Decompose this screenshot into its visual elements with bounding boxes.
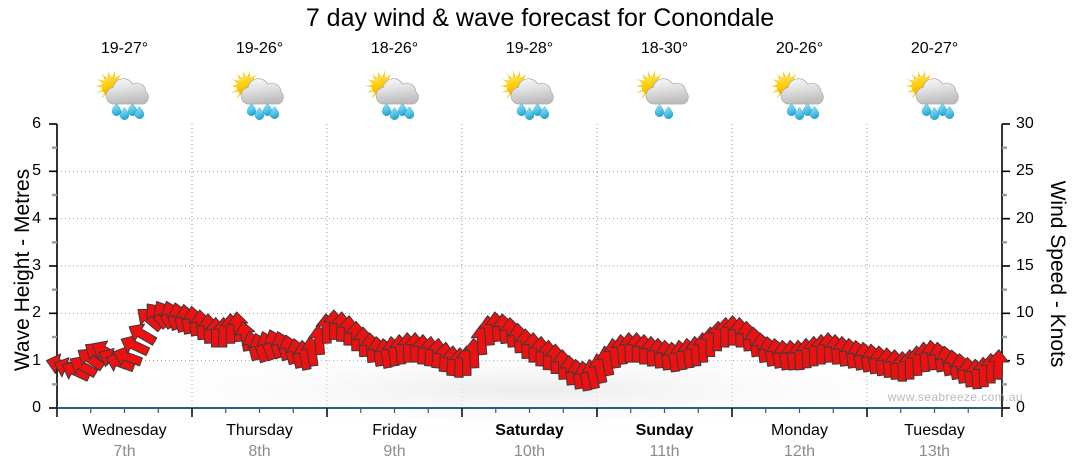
sun-cloud-rain-icon: [905, 69, 959, 121]
page-title: 7 day wind & wave forecast for Conondale: [305, 4, 775, 32]
temperature-range-label: 19-28°: [505, 40, 554, 57]
raindrop-icon: [127, 103, 138, 117]
left-axis-tick-label: 5: [32, 162, 41, 180]
raindrop-icon: [937, 103, 948, 117]
raindrop-icon: [381, 103, 392, 117]
sun-cloud-rain-icon: [770, 69, 824, 121]
day-name-label: Thursday: [226, 422, 293, 439]
sun-cloud-rain-icon: [230, 69, 284, 121]
day-footer-friday: Friday 9th: [305, 420, 485, 463]
wind-arrow: [128, 323, 158, 346]
left-axis-tick-label: 3: [32, 257, 41, 274]
raindrop-icon: [802, 103, 813, 117]
temperature-range-label: 20-26°: [775, 40, 824, 57]
day-name-label: Monday: [771, 422, 828, 439]
day-header-thursday: 19-26°: [170, 40, 350, 58]
sun-cloud-rain-icon: [635, 69, 689, 120]
left-axis-tick-label: 6: [32, 115, 41, 132]
day-date-label: 9th: [383, 443, 406, 460]
wind-arrow: [987, 349, 1010, 380]
day-date-label: 12th: [783, 443, 816, 460]
raindrop-icon: [262, 103, 273, 117]
day-date-label: 13th: [918, 443, 951, 460]
sun-cloud-rain-icon: [365, 69, 419, 121]
day-name-label: Tuesday: [904, 422, 965, 439]
right-axis-tick-label: 25: [1016, 162, 1034, 180]
day-name-label: Friday: [372, 422, 417, 439]
raindrop-icon: [389, 107, 400, 121]
temperature-range-label: 18-26°: [370, 40, 419, 57]
day-footer-saturday: Saturday 10th: [440, 420, 620, 463]
day-name-label: Saturday: [495, 422, 564, 439]
raindrop-icon: [786, 103, 797, 117]
day-date-label: 8th: [248, 443, 271, 460]
temperature-range-label: 19-26°: [235, 40, 284, 57]
day-footer-thursday: Thursday 8th: [170, 420, 350, 463]
right-axis-tick-label: 20: [1016, 209, 1034, 227]
left-axis-tick-label: 1: [32, 351, 41, 369]
day-header-friday: 18-26°: [305, 40, 485, 58]
right-axis-tick-label: 0: [1016, 399, 1025, 416]
right-axis-tick-label: 15: [1016, 257, 1034, 274]
temperature-range-label: 20-27°: [910, 40, 959, 57]
temperature-range-label: 18-30°: [640, 40, 689, 57]
raindrop-icon: [654, 104, 665, 118]
day-name-label: Sunday: [635, 422, 694, 439]
raindrop-icon: [246, 103, 257, 117]
raindrop-icon: [404, 106, 415, 120]
right-axis-tick-label: 5: [1016, 351, 1025, 369]
day-date-label: 11th: [649, 443, 680, 460]
raindrop-icon: [809, 106, 820, 120]
raindrop-icon: [944, 106, 955, 120]
left-axis-tick-label: 0: [32, 399, 41, 416]
raindrop-icon: [929, 107, 940, 121]
day-header-sunday: 18-30°: [575, 40, 755, 58]
left-axis-tick-label: 2: [32, 304, 41, 322]
day-header-saturday: 19-28°: [440, 40, 620, 58]
raindrop-icon: [921, 103, 932, 117]
raindrop-icon: [111, 103, 122, 117]
raindrop-icon: [539, 106, 550, 120]
day-header-wednesday: 19-27°: [35, 40, 215, 58]
raindrop-icon: [516, 103, 527, 117]
raindrop-icon: [134, 106, 145, 120]
raindrop-icon: [397, 103, 408, 117]
day-header-monday: 20-26°: [710, 40, 890, 58]
wind-arrow-series: [45, 300, 1010, 392]
sun-cloud-rain-icon: [500, 69, 554, 121]
day-footer-sunday: Sunday 11th: [575, 420, 755, 463]
seabreeze-watermark: www.seabreeze.com.au: [887, 390, 1023, 404]
day-footer-tuesday: Tuesday 13th: [845, 420, 1025, 463]
raindrop-icon: [524, 107, 535, 121]
weather-icon-row: [95, 69, 959, 121]
temperature-range-label: 19-27°: [100, 40, 149, 57]
day-footer-wednesday: Wednesday 7th: [35, 420, 215, 463]
raindrop-icon: [254, 107, 265, 121]
raindrop-icon: [794, 107, 805, 121]
sun-cloud-rain-icon: [95, 69, 149, 121]
day-date-label: 7th: [113, 443, 136, 460]
raindrop-icon: [663, 106, 674, 120]
day-header-tuesday: 20-27°: [845, 40, 1025, 58]
day-footer-monday: Monday 12th: [710, 420, 890, 463]
day-name-label: Wednesday: [82, 422, 167, 439]
right-axis-title: Wind Speed - Knots: [1046, 180, 1069, 368]
raindrop-icon: [119, 107, 130, 121]
raindrop-icon: [269, 106, 280, 120]
day-date-label: 10th: [513, 443, 546, 460]
right-axis-tick-label: 10: [1016, 304, 1034, 322]
left-axis-tick-label: 4: [32, 209, 41, 227]
right-axis-tick-label: 30: [1016, 115, 1034, 132]
raindrop-icon: [532, 103, 543, 117]
